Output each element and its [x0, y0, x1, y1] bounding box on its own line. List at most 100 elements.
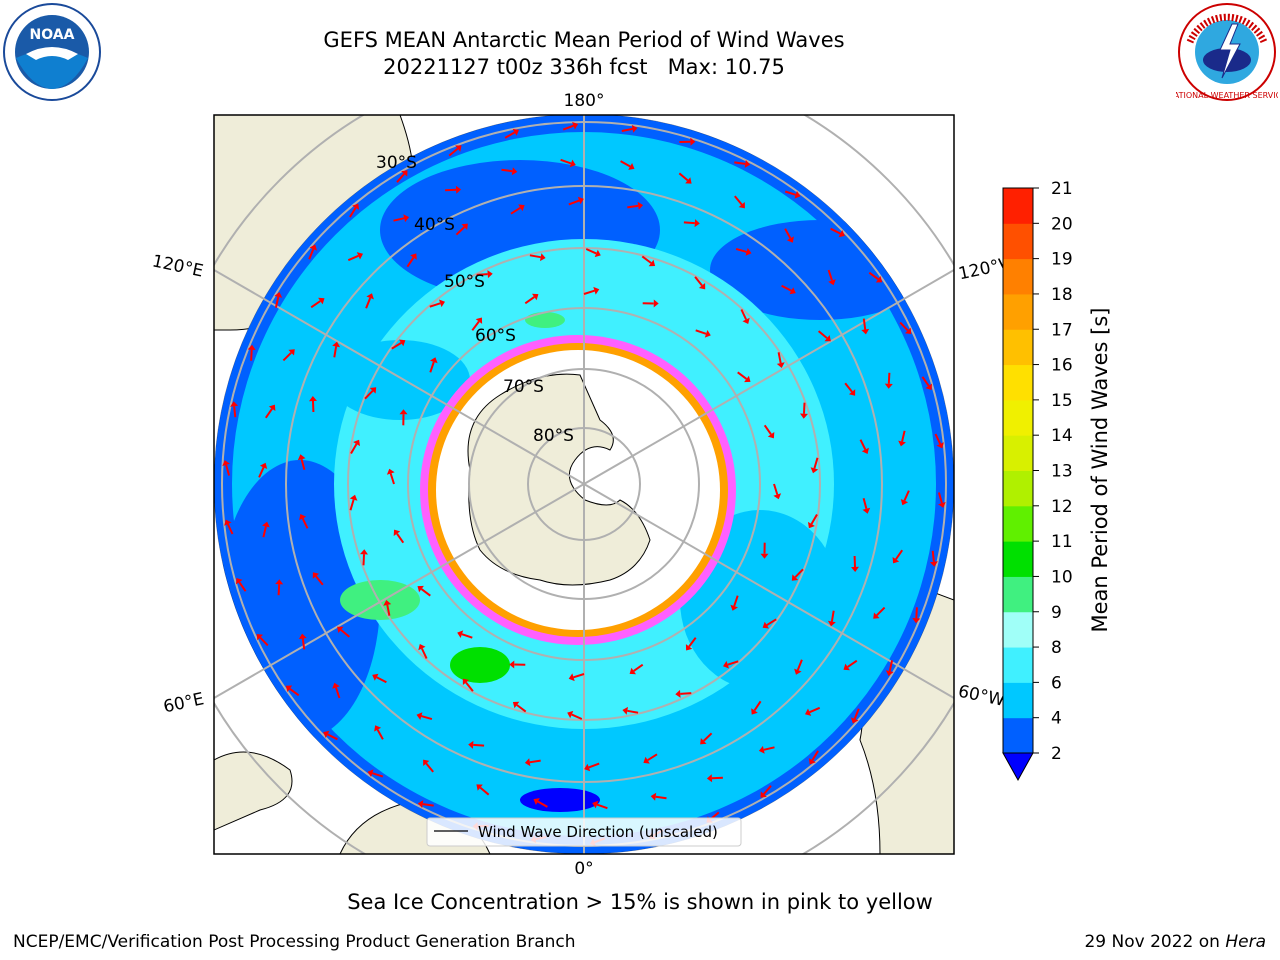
colorbar-tick-label: 16 — [1051, 356, 1073, 376]
wind-wave-arrow-head — [925, 383, 932, 390]
wind-wave-arrow-head — [675, 689, 681, 698]
wind-wave-arrow-head — [224, 519, 232, 526]
wind-wave-arrow-shaft — [396, 173, 405, 183]
noaa-logo-text: NOAA — [30, 27, 75, 43]
wind-wave-arrow-head — [399, 409, 408, 415]
wind-wave-arrow-head — [393, 529, 401, 536]
wind-wave-arrow-head — [936, 442, 944, 449]
wind-wave-arrow-head — [417, 585, 424, 593]
wind-wave-arrow-head — [572, 122, 579, 130]
colorbar-segment — [1003, 258, 1033, 295]
wind-wave-arrow-shaft — [571, 713, 583, 720]
wind-wave-arrow-shaft — [420, 648, 428, 659]
colorbar-tick-label: 10 — [1051, 567, 1073, 587]
wind-wave-arrow-shaft — [350, 443, 358, 455]
wind-wave-arrow-head — [275, 579, 284, 585]
wind-wave-arrow-head — [262, 521, 270, 528]
antarctica-landmass — [467, 373, 651, 586]
wind-wave-arrow-head — [704, 330, 711, 338]
wind-wave-arrow-shaft — [386, 604, 391, 616]
colorbar-segment — [1003, 505, 1033, 542]
wind-wave-arrow-shaft — [340, 629, 351, 638]
wind-wave-arrow-head — [730, 604, 738, 611]
colorbar-tick-label: 11 — [1051, 532, 1073, 552]
wind-wave-arrow-head — [838, 230, 845, 238]
wind-wave-arrow-head — [298, 633, 307, 640]
wind-wave-arrow-shaft — [376, 676, 387, 684]
wind-wave-arrow-shaft — [734, 195, 743, 206]
wind-wave-arrow-head — [567, 710, 574, 719]
colorbar-tick-label: 8 — [1051, 638, 1062, 658]
wind-wave-arrow-shaft — [678, 172, 689, 182]
wind-wave-arrow-head — [685, 644, 693, 651]
colorbar-tick-label: 17 — [1051, 320, 1073, 340]
wind-wave-arrow-shaft — [727, 660, 739, 666]
wind-wave-arrow-head — [457, 630, 464, 638]
wind-wave-arrow-head — [843, 663, 850, 671]
wind-wave-arrow-shaft — [740, 309, 748, 320]
wind-wave-arrow-head — [533, 798, 540, 805]
wind-wave-arrow-shaft — [931, 550, 935, 562]
wind-wave-arrow-head — [744, 375, 751, 383]
wind-wave-arrow-shaft — [830, 610, 835, 622]
wind-wave-arrow-shaft — [264, 408, 273, 419]
wind-wave-arrow-head — [439, 299, 445, 308]
wind-wave-arrow-shaft — [364, 390, 374, 400]
wind-wave-arrow-shaft — [773, 483, 779, 495]
wind-wave-arrow-head — [524, 758, 531, 767]
wind-wave-arrow-shaft — [811, 750, 819, 761]
wind-wave-arrow-shaft — [315, 575, 324, 586]
lat-label-70s: 70°S — [503, 377, 544, 397]
wind-wave-arrow-shaft — [226, 523, 234, 535]
footer-credit: NCEP/EMC/Verification Post Processing Pr… — [13, 932, 576, 952]
wind-wave-arrow-shaft — [365, 297, 372, 309]
wind-wave-arrow-head — [475, 317, 483, 324]
colorbar-tick-label: 9 — [1051, 603, 1062, 623]
map-panel — [214, 115, 954, 854]
wind-wave-arrow-head — [309, 244, 317, 251]
wind-wave-arrow-shaft — [479, 786, 490, 796]
wind-wave-arrow-head — [848, 389, 856, 396]
wind-wave-arrow-head — [892, 557, 900, 564]
wind-wave-arrow-head — [744, 160, 751, 168]
footer-date-text: 29 Nov 2022 on — [1084, 932, 1226, 952]
wind-wave-arrow-head — [386, 468, 395, 475]
wind-wave-arrow-head — [259, 462, 268, 469]
wind-wave-arrow-shaft — [862, 497, 868, 510]
wind-wave-arrow-shaft — [310, 300, 321, 309]
wind-wave-arrow-head — [577, 196, 584, 205]
wind-wave-arrow-head — [540, 253, 546, 262]
wind-wave-arrow-shaft — [753, 700, 762, 711]
colorbar-tick-label: 21 — [1051, 179, 1073, 199]
wind-wave-arrow-shaft — [633, 663, 644, 672]
wind-wave-arrow-head — [423, 759, 430, 766]
wind-wave-arrow-shaft — [393, 217, 405, 222]
wind-wave-arrow-head — [399, 339, 406, 347]
wind-wave-arrow-shaft — [585, 248, 597, 255]
wind-wave-arrow-head — [776, 362, 785, 368]
wind-wave-arrow-head — [905, 327, 912, 334]
wind-wave-arrow-head — [760, 553, 769, 559]
wind-wave-arrow-shaft — [349, 499, 355, 511]
colorbar-tick-label: 18 — [1051, 285, 1073, 305]
wind-wave-arrow-head — [690, 137, 696, 146]
graticule — [214, 115, 954, 854]
colorbar-segment — [1003, 364, 1033, 401]
wind-wave-arrow-shaft — [735, 247, 747, 253]
wind-wave-arrow-shaft — [813, 457, 819, 469]
wind-wave-arrow-head — [356, 252, 363, 260]
wind-wave-arrow-shaft — [289, 687, 300, 697]
wind-wave-arrow-head — [900, 499, 909, 506]
wind-wave-arrow-head — [274, 292, 283, 298]
wind-wave-arrow-shaft — [406, 257, 415, 268]
colorbar-segment — [1003, 329, 1033, 366]
wind-wave-arrow-head — [512, 128, 519, 136]
wind-wave-arrow-head — [360, 549, 368, 555]
wind-wave-arrow-head — [884, 383, 893, 389]
lon-label-120e: 120°E — [150, 251, 205, 281]
wind-wave-arrow-shaft — [809, 706, 821, 714]
legend-label: Wind Wave Direction (unscaled) — [478, 823, 718, 841]
wind-wave-arrow-head — [794, 668, 802, 675]
wind-wave-arrow-head — [685, 177, 692, 184]
wind-wave-arrow-head — [332, 341, 341, 348]
